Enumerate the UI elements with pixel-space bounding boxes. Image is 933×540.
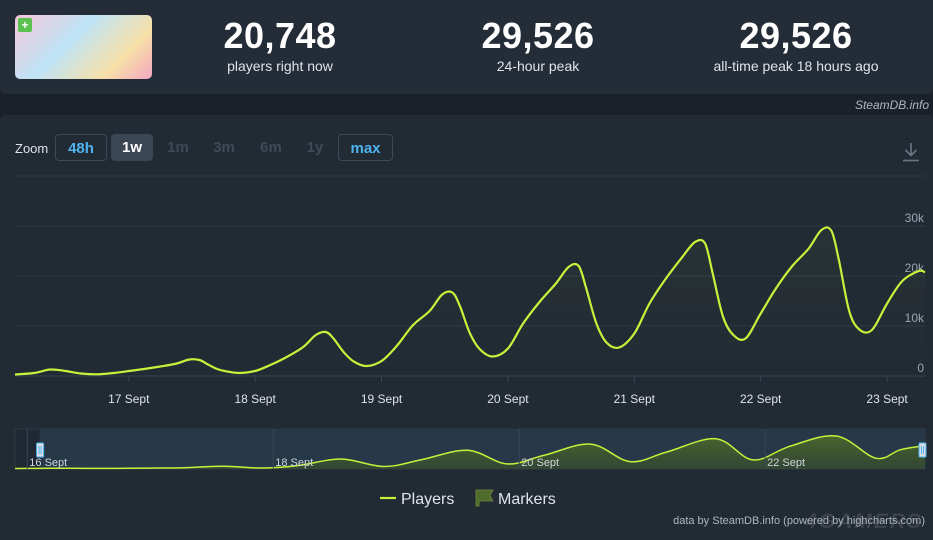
zoom-48h-button[interactable]: 48h <box>55 134 107 161</box>
navigator[interactable]: 16 Sept 18 Sept 20 Sept 22 Sept <box>14 428 927 470</box>
navigator-tick-label: 20 Sept <box>521 457 559 469</box>
zoom-label: Zoom <box>15 141 49 156</box>
zoom-1w-button[interactable]: 1w <box>111 134 153 161</box>
stat-label: 24-hour peak <box>496 58 580 74</box>
navigator-handle-body <box>918 442 927 458</box>
legend: Players Markers <box>380 489 556 508</box>
x-axis: 17 Sept 18 Sept 19 Sept 20 Sept 21 Sept 22 Se… <box>108 376 908 406</box>
stats-header: + 20,748 players right now 29,526 24-hou… <box>0 0 933 94</box>
legend-item-markers[interactable]: Markers <box>475 489 556 508</box>
y-tick-label: 30k <box>905 211 925 225</box>
zoom-3m-button[interactable]: 3m <box>213 139 235 156</box>
legend-label-markers: Markers <box>498 491 556 508</box>
x-tick-label: 21 Sept <box>614 392 656 406</box>
stat-players-now: 20,748 players right now <box>150 14 410 74</box>
add-icon[interactable]: + <box>18 18 32 32</box>
navigator-line <box>14 434 926 470</box>
legend-label-players: Players <box>401 491 454 508</box>
x-tick-label: 22 Sept <box>740 392 782 406</box>
navigator-handle[interactable] <box>918 442 927 458</box>
x-tick-label: 20 Sept <box>487 392 529 406</box>
zoom-1m-button[interactable]: 1m <box>167 139 189 156</box>
x-tick-label: 23 Sept <box>866 392 908 406</box>
navigator-handle[interactable] <box>36 442 45 458</box>
navigator-area <box>15 435 925 469</box>
navigator-tick-label: 18 Sept <box>275 457 313 469</box>
navigator-handle-body <box>36 442 45 458</box>
footer-credit[interactable]: data by SteamDB.info (powered by highcha… <box>673 515 925 527</box>
zoom-1y-button[interactable]: 1y <box>306 139 324 156</box>
stat-all-time-peak: 29,526 all-time peak 18 hours ago <box>666 14 926 74</box>
flag-icon <box>475 489 494 507</box>
players-line[interactable] <box>14 226 926 376</box>
players-area <box>15 227 925 376</box>
x-tick-label: 18 Sept <box>234 392 276 406</box>
navigator-tick-label: 22 Sept <box>767 457 805 469</box>
zoom-max-button[interactable]: max <box>338 134 393 161</box>
stat-value: 29,526 <box>739 15 853 56</box>
legend-item-players[interactable]: Players <box>380 491 454 508</box>
x-tick-label: 19 Sept <box>361 392 403 406</box>
game-capsule-image[interactable]: + <box>15 15 152 79</box>
steamdb-credit[interactable]: SteamDB.info <box>854 98 929 112</box>
watermark: 4GAMERS <box>805 510 923 533</box>
stat-24h-peak: 29,526 24-hour peak <box>408 14 668 74</box>
stat-label: all-time peak 18 hours ago <box>713 58 879 74</box>
x-tick-label: 17 Sept <box>108 392 150 406</box>
zoom-6m-button[interactable]: 6m <box>260 139 282 156</box>
navigator-tick-label: 16 Sept <box>29 457 67 469</box>
stat-label: players right now <box>227 58 333 74</box>
stat-value: 20,748 <box>223 15 337 56</box>
download-icon[interactable] <box>902 142 920 162</box>
stat-value: 29,526 <box>481 15 595 56</box>
